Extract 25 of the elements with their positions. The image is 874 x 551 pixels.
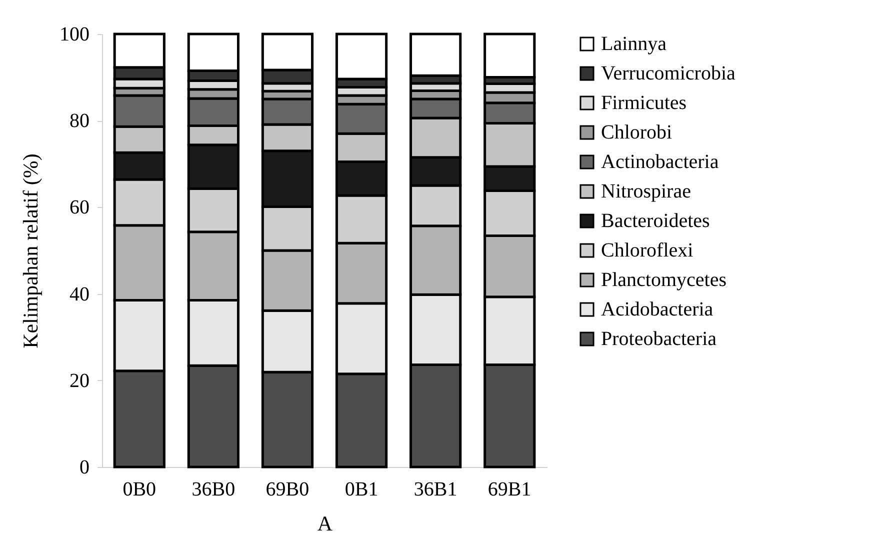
x-axis-title: A [317,512,334,536]
legend-label: Planctomycetes [601,269,727,291]
legend-label: Acidobacteria [601,298,714,320]
x-tick-label: 69B0 [266,478,310,500]
legend-label: Chloroflexi [601,240,694,262]
legend-label: Bacteroidetes [601,210,710,232]
x-tick-label: 0B0 [122,478,156,500]
x-tick-label: 0B1 [344,478,378,500]
legend-label: Verrucomicrobia [601,62,736,84]
legend-label: Proteobacteria [601,328,717,350]
x-tick-label: 69B1 [488,478,532,500]
y-tick-label: 40 [70,283,90,306]
y-tick-label: 60 [70,196,90,219]
legend-label: Lainnya [601,33,667,55]
y-tick-label: 100 [60,24,90,46]
legend-label: Actinobacteria [601,151,719,173]
y-tick-label: 20 [70,370,90,392]
legend-label: Nitrospirae [601,180,692,202]
x-tick-label: 36B1 [414,478,458,500]
y-axis-title: Kelimpahan relatif (%) [18,154,42,348]
y-tick-label: 0 [80,456,90,478]
legend-label: Chlorobi [601,122,673,144]
y-tick-label: 80 [70,110,90,132]
legend-label: Firmicutes [601,92,687,114]
x-tick-label: 36B0 [192,478,236,500]
